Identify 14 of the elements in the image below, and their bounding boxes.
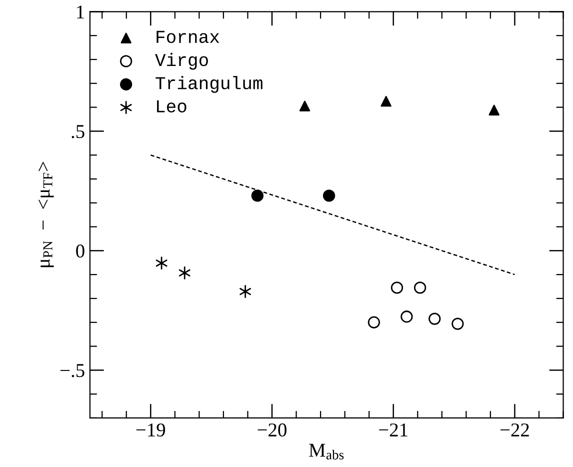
x-tick-label: −20 <box>258 423 286 437</box>
legend-label: Fornax <box>156 30 220 43</box>
y-axis-title: μ$_{PN}$ − <μ$_{TF}$> <box>38 162 54 268</box>
x-tick-label: −22 <box>500 423 529 436</box>
x-tick-label: −21 <box>379 423 408 436</box>
legend-label: Leo <box>157 100 186 112</box>
x-axis-title: M$_{abs}$ <box>309 444 344 460</box>
x-tick-label: −19 <box>136 423 166 437</box>
legend-label: Virgo <box>155 52 208 70</box>
legend-label: Triangulum <box>156 76 262 93</box>
y-tick-label: 1 <box>77 6 84 18</box>
y-tick-label: .5 <box>72 125 84 138</box>
y-tick-label: −.5 <box>60 364 84 378</box>
y-tick-label: 0 <box>76 244 84 258</box>
